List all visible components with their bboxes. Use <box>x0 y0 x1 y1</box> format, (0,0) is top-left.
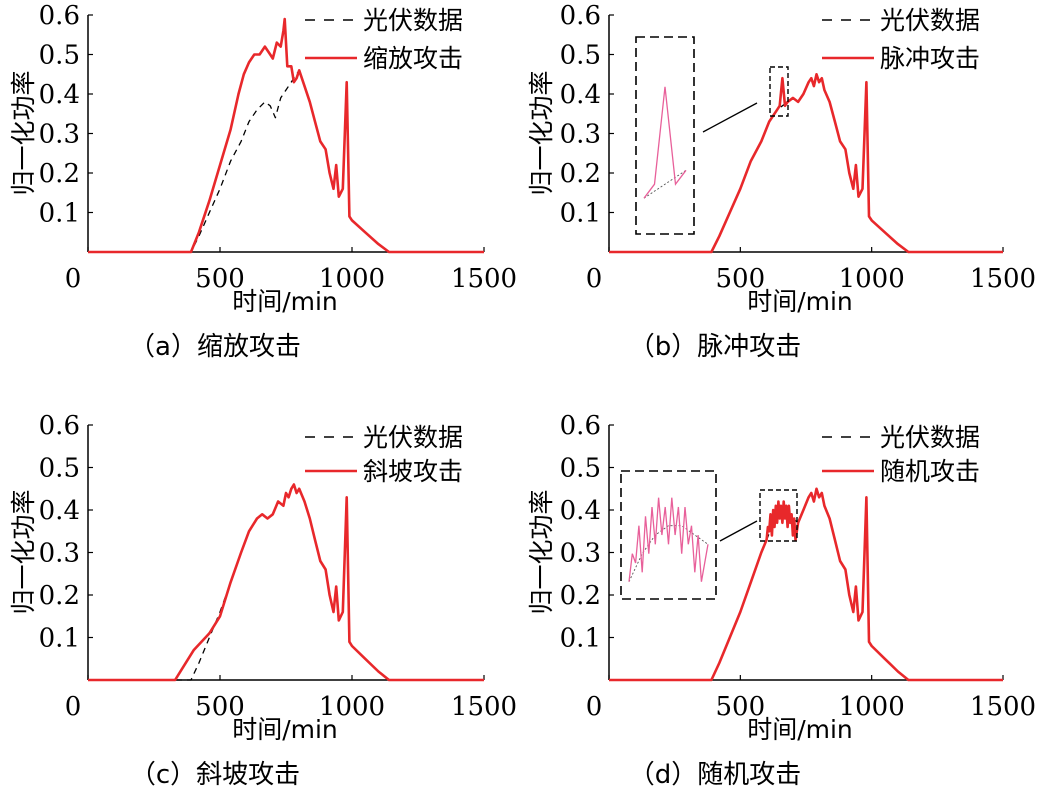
zoom-region-box <box>759 489 798 542</box>
x-tick-label: 500 <box>716 692 766 722</box>
chart-panel-3: 0.1 0.2 0.3 0.4 0.5 0.6 0 500 1000 1500 时间/min 归一化功… <box>527 411 1036 790</box>
x-tick-label: 1500 <box>970 264 1036 294</box>
chart-panel-1: 0.1 0.2 0.3 0.4 0.5 0.6 0 500 1000 1500 时间/min 归一化功… <box>527 1 1036 362</box>
x-axis-label: 时间/min <box>232 287 338 316</box>
series-line-1 <box>609 73 1003 254</box>
legend-label: 光伏数据 <box>363 423 463 452</box>
x-axis-label: 时间/min <box>232 715 338 744</box>
y-tick-label: 0.6 <box>39 411 80 441</box>
y-tick-label: 0.4 <box>560 496 601 526</box>
inset-connector <box>702 102 758 133</box>
x-tick-label: 1000 <box>319 692 385 722</box>
y-tick-label: 0.6 <box>560 1 601 31</box>
x-tick-label: 1500 <box>970 692 1036 722</box>
y-tick-label: 0.5 <box>560 41 601 71</box>
y-tick-label: 0.3 <box>560 120 601 150</box>
y-tick-label: 0.2 <box>39 159 80 189</box>
y-tick-label: 0.1 <box>560 199 601 229</box>
x-tick-label: 1000 <box>319 264 385 294</box>
x-tick-label: 500 <box>716 264 766 294</box>
y-tick-label: 0.1 <box>39 199 80 229</box>
series-line-1 <box>88 483 484 682</box>
panel-caption: （c）斜坡攻击 <box>130 760 300 790</box>
y-tick-label: 0.5 <box>560 454 601 484</box>
chart-panel-2: 0.1 0.2 0.3 0.4 0.5 0.6 0 500 1000 1500 时间/min 归一化功… <box>9 411 517 790</box>
x-tick-label: 1000 <box>839 692 905 722</box>
x-tick-label: 0 <box>65 692 82 722</box>
y-tick-label: 0.5 <box>39 454 80 484</box>
series-line-0 <box>88 483 484 681</box>
series-line-0 <box>88 69 484 253</box>
panel-caption: （b）脉冲攻击 <box>629 332 802 362</box>
x-tick-label: 500 <box>195 692 245 722</box>
inset-box <box>635 36 695 235</box>
y-tick-label: 0.1 <box>39 624 80 654</box>
y-tick-label: 0.2 <box>560 581 601 611</box>
legend-label: 缩放攻击 <box>363 44 463 73</box>
y-tick-label: 0.3 <box>39 120 80 150</box>
y-tick-label: 0.3 <box>39 539 80 569</box>
inset-series-line-1 <box>628 497 709 582</box>
y-tick-label: 0.2 <box>39 581 80 611</box>
zoom-region-box <box>769 66 789 117</box>
y-tick-label: 0.4 <box>560 80 601 110</box>
y-tick-label: 0.4 <box>39 80 80 110</box>
legend-label: 随机攻击 <box>880 457 980 486</box>
y-tick-label: 0.1 <box>560 624 601 654</box>
y-tick-label: 0.5 <box>39 41 80 71</box>
x-tick-label: 1500 <box>451 264 517 294</box>
x-tick-label: 500 <box>195 264 245 294</box>
legend-label: 光伏数据 <box>880 6 980 35</box>
panel-caption: （d）随机攻击 <box>629 760 802 790</box>
chart-panel-0: 0.1 0.2 0.3 0.4 0.5 0.6 0 500 1000 1500 时间/min 归一化功… <box>9 1 517 362</box>
legend-label: 光伏数据 <box>880 423 980 452</box>
y-axis-label: 归一化功率 <box>527 489 556 614</box>
x-axis-label: 时间/min <box>747 287 853 316</box>
x-tick-label: 0 <box>586 692 603 722</box>
y-tick-label: 0.4 <box>39 496 80 526</box>
y-tick-label: 0.2 <box>560 159 601 189</box>
y-tick-label: 0.6 <box>39 1 80 31</box>
inset-connector <box>719 520 758 542</box>
inset-series-line-0 <box>628 525 709 582</box>
panel-caption: （a）缩放攻击 <box>129 332 301 362</box>
y-axis-label: 归一化功率 <box>9 70 38 195</box>
x-tick-label: 0 <box>586 264 603 294</box>
series-line-1 <box>609 487 1003 682</box>
x-tick-label: 1500 <box>451 692 517 722</box>
inset-series-line-0 <box>643 169 687 199</box>
y-axis-label: 归一化功率 <box>527 70 556 195</box>
inset-box <box>620 470 717 600</box>
x-tick-label: 1000 <box>839 264 905 294</box>
y-tick-label: 0.6 <box>560 411 601 441</box>
legend-label: 脉冲攻击 <box>880 44 980 73</box>
inset-series-line-1 <box>643 86 687 199</box>
legend-label: 斜坡攻击 <box>363 457 463 486</box>
y-axis-label: 归一化功率 <box>9 489 38 614</box>
series-line-1 <box>88 17 484 254</box>
x-tick-label: 0 <box>65 264 82 294</box>
legend-label: 光伏数据 <box>363 6 463 35</box>
x-axis-label: 时间/min <box>747 715 853 744</box>
y-tick-label: 0.3 <box>560 539 601 569</box>
